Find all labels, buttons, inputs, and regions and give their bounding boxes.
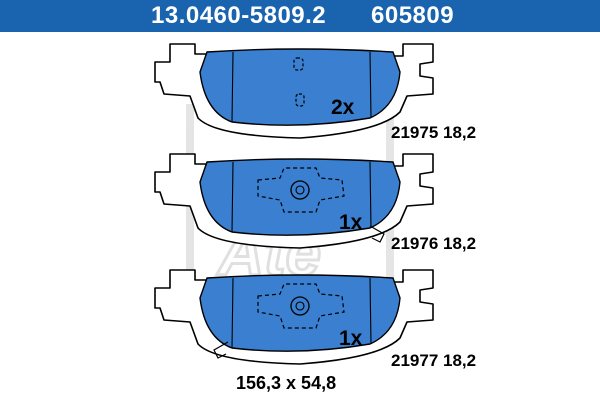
pad-1-quantity: 2x [331, 96, 355, 119]
pad-2-code: 21976 18,2 [391, 234, 477, 253]
pad-3-code: 21977 18,2 [391, 351, 477, 370]
pad-3-quantity: 1x [339, 327, 363, 350]
part-number: 13.0460-5809.2 [151, 2, 327, 29]
dimensions: 156,3 x 54,8 [236, 373, 337, 393]
alt-part-number: 605809 [371, 2, 455, 29]
title-bar: 13.0460-5809.2 605809 [0, 0, 600, 32]
pad-1-code: 21975 18,2 [391, 123, 477, 142]
pad-2-quantity: 1x [339, 211, 363, 234]
brake-pad-drawing: Ate [154, 43, 434, 365]
brake-pad-2 [154, 153, 434, 249]
brake-pad-1 [154, 43, 434, 139]
brake-pad-3 [154, 269, 434, 365]
